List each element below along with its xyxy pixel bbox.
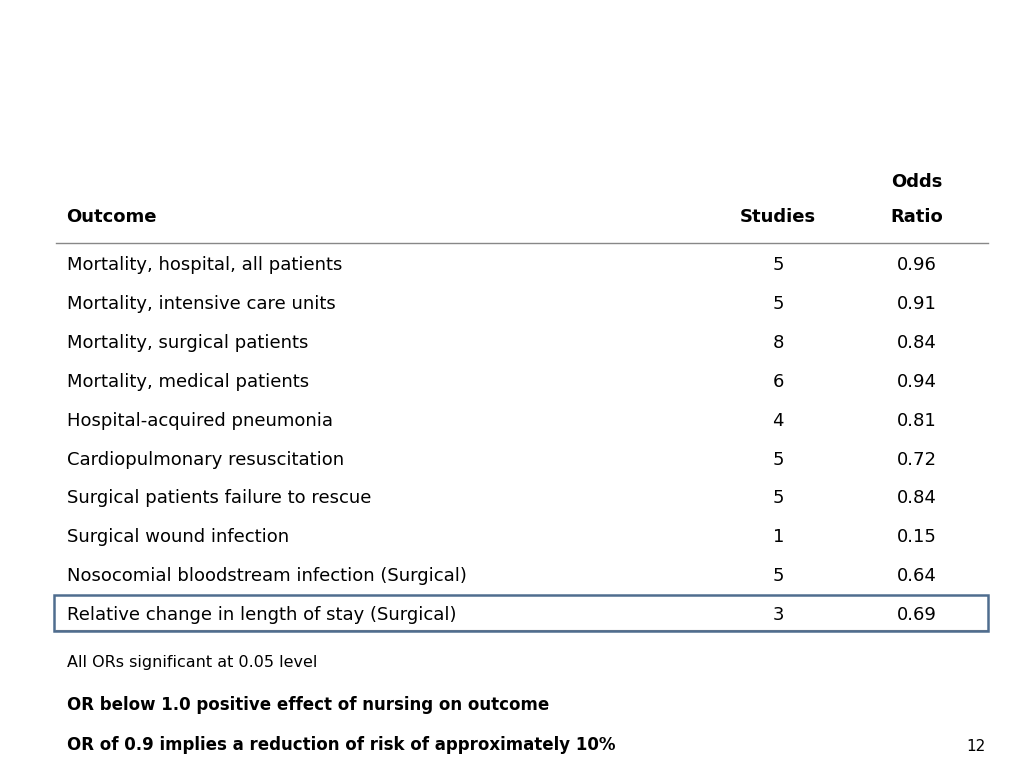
Text: 0.91: 0.91: [897, 295, 936, 313]
Text: 5: 5: [772, 295, 784, 313]
Text: 4: 4: [772, 412, 784, 429]
Text: Mortality, surgical patients: Mortality, surgical patients: [67, 334, 308, 352]
Text: FIELDING: FIELDING: [18, 46, 80, 59]
Text: Registered Nurse Full Time Equivalent per Patient Day: Registered Nurse Full Time Equivalent pe…: [138, 88, 666, 106]
Text: 6: 6: [772, 372, 784, 391]
Text: 0.64: 0.64: [897, 567, 936, 585]
Text: Mortality, medical patients: Mortality, medical patients: [67, 372, 308, 391]
Text: 0.69: 0.69: [897, 606, 936, 624]
Text: 5: 5: [772, 489, 784, 508]
Text: Surgical patients failure to rescue: Surgical patients failure to rescue: [67, 489, 371, 508]
Text: Nosocomial bloodstream infection (Surgical): Nosocomial bloodstream infection (Surgic…: [67, 567, 467, 585]
Text: 0.15: 0.15: [897, 528, 936, 546]
Text: Odds: Odds: [891, 173, 942, 190]
Text: 12: 12: [966, 739, 985, 754]
Text: PUBLIC HEALTH: PUBLIC HEALTH: [18, 85, 83, 94]
Text: 5: 5: [772, 257, 784, 274]
Text: 3: 3: [772, 606, 784, 624]
Text: 0.84: 0.84: [897, 334, 936, 352]
Text: 0.94: 0.94: [896, 372, 937, 391]
Text: Mortality, hospital, all patients: Mortality, hospital, all patients: [67, 257, 342, 274]
Text: 0.81: 0.81: [897, 412, 936, 429]
Text: 0.96: 0.96: [897, 257, 936, 274]
Text: UCLA: UCLA: [18, 25, 49, 35]
Text: 0.72: 0.72: [896, 451, 937, 468]
Text: Outcome: Outcome: [67, 207, 157, 226]
Text: Mortality, intensive care units: Mortality, intensive care units: [67, 295, 335, 313]
Text: OR of 0.9 implies a reduction of risk of approximately 10%: OR of 0.9 implies a reduction of risk of…: [67, 736, 615, 753]
Text: OR below 1.0 positive effect of nursing on outcome: OR below 1.0 positive effect of nursing …: [67, 696, 549, 714]
Text: Ratio: Ratio: [890, 207, 943, 226]
Text: SCHOOL OF: SCHOOL OF: [18, 68, 68, 77]
Text: All ORs significant at 0.05 level: All ORs significant at 0.05 level: [67, 654, 317, 670]
Text: 1: 1: [772, 528, 784, 546]
Text: 0.84: 0.84: [897, 489, 936, 508]
Text: Surgical wound infection: Surgical wound infection: [67, 528, 289, 546]
Text: Pooled Odds Ratios of Patient Outcomes Corresponding to an Increase of 1: Pooled Odds Ratios of Patient Outcomes C…: [138, 48, 867, 68]
Text: Meta-analysis of multiple studies: Meta-analysis of multiple studies: [138, 12, 460, 31]
Text: Cardiopulmonary resuscitation: Cardiopulmonary resuscitation: [67, 451, 344, 468]
Text: Studies: Studies: [740, 207, 816, 226]
Text: Hospital-acquired pneumonia: Hospital-acquired pneumonia: [67, 412, 333, 429]
Text: 5: 5: [772, 567, 784, 585]
Text: 8: 8: [772, 334, 784, 352]
Text: Relative change in length of stay (Surgical): Relative change in length of stay (Surgi…: [67, 606, 456, 624]
Text: 5: 5: [772, 451, 784, 468]
